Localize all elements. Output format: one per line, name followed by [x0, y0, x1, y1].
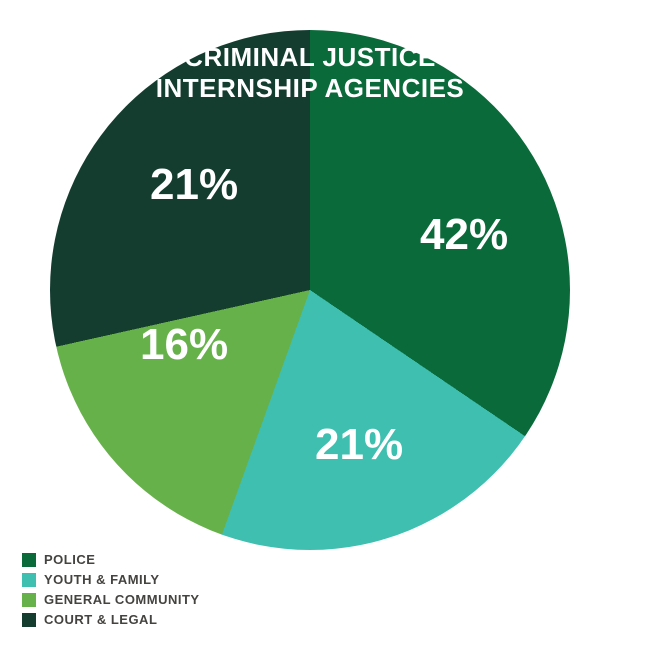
chart-title: CRIMINAL JUSTICE INTERNSHIP AGENCIES — [50, 42, 570, 104]
slice-percent-1: 21% — [315, 420, 403, 470]
legend-item-0: POLICE — [22, 552, 200, 567]
legend-swatch-0 — [22, 553, 36, 567]
pie-slices — [50, 30, 570, 550]
legend-label-2: GENERAL COMMUNITY — [44, 592, 200, 607]
pie-chart: CRIMINAL JUSTICE INTERNSHIP AGENCIES 42%… — [50, 30, 570, 550]
legend-label-1: YOUTH & FAMILY — [44, 572, 160, 587]
legend-swatch-2 — [22, 593, 36, 607]
legend: POLICE YOUTH & FAMILY GENERAL COMMUNITY COU… — [22, 547, 200, 632]
slice-percent-3: 21% — [150, 160, 238, 210]
title-line-1: CRIMINAL JUSTICE — [50, 42, 570, 73]
legend-label-3: COURT & LEGAL — [44, 612, 157, 627]
title-line-2: INTERNSHIP AGENCIES — [50, 73, 570, 104]
legend-swatch-1 — [22, 573, 36, 587]
legend-item-2: GENERAL COMMUNITY — [22, 592, 200, 607]
legend-item-1: YOUTH & FAMILY — [22, 572, 200, 587]
slice-percent-2: 16% — [140, 320, 228, 370]
legend-item-3: COURT & LEGAL — [22, 612, 200, 627]
legend-swatch-3 — [22, 613, 36, 627]
legend-label-0: POLICE — [44, 552, 95, 567]
slice-percent-0: 42% — [420, 210, 508, 260]
